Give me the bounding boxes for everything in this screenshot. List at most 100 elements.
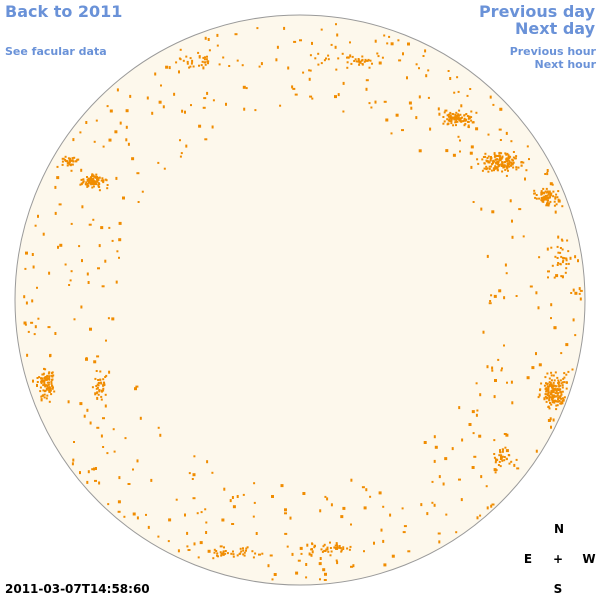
magnetic-feature-dot — [287, 66, 290, 70]
magnetic-feature-dot — [137, 201, 140, 203]
magnetic-feature-dot — [337, 93, 340, 97]
magnetic-feature-dot — [98, 186, 101, 188]
magnetic-feature-dot — [206, 55, 208, 58]
magnetic-feature-dot — [501, 367, 503, 370]
magnetic-feature-dot — [487, 133, 490, 136]
magnetic-feature-dot — [86, 184, 89, 187]
magnetic-feature-dot — [544, 393, 547, 396]
magnetic-feature-dot — [57, 245, 59, 249]
magnetic-feature-dot — [51, 375, 54, 378]
magnetic-feature-dot — [540, 382, 543, 385]
magnetic-feature-dot — [553, 379, 556, 382]
magnetic-feature-dot — [565, 267, 568, 270]
magnetic-feature-dot — [546, 172, 549, 176]
magnetic-feature-dot — [70, 222, 73, 225]
magnetic-feature-dot — [484, 155, 487, 158]
magnetic-feature-dot — [398, 59, 402, 62]
magnetic-feature-dot — [482, 156, 485, 158]
next-hour-link[interactable]: Next hour — [534, 58, 597, 71]
previous-hour-link[interactable]: Previous hour — [509, 45, 596, 58]
magnetic-feature-dot — [496, 458, 498, 461]
magnetic-feature-dot — [555, 408, 558, 411]
magnetic-feature-dot — [33, 333, 36, 336]
magnetic-feature-dot — [545, 390, 548, 393]
magnetic-feature-dot — [86, 179, 89, 182]
magnetic-feature-dot — [381, 56, 384, 59]
magnetic-feature-dot — [85, 121, 88, 124]
magnetic-feature-dot — [91, 468, 94, 471]
magnetic-feature-dot — [118, 256, 120, 259]
magnetic-feature-dot — [43, 396, 46, 399]
magnetic-feature-dot — [117, 510, 121, 513]
magnetic-feature-dot — [508, 165, 511, 168]
magnetic-feature-dot — [109, 109, 113, 113]
magnetic-feature-dot — [159, 433, 162, 437]
magnetic-feature-dot — [569, 256, 572, 260]
magnetic-feature-dot — [546, 169, 549, 172]
previous-day-link[interactable]: Previous day — [478, 2, 595, 21]
magnetic-feature-dot — [339, 547, 342, 550]
magnetic-feature-dot — [410, 106, 413, 110]
facular-data-link[interactable]: See facular data — [5, 45, 107, 58]
magnetic-feature-dot — [531, 366, 535, 370]
magnetic-feature-dot — [505, 449, 509, 453]
magnetic-feature-dot — [557, 251, 560, 254]
magnetic-feature-dot — [557, 396, 560, 399]
magnetic-feature-dot — [40, 395, 43, 398]
magnetic-feature-dot — [97, 381, 100, 384]
magnetic-feature-dot — [98, 481, 101, 485]
magnetic-feature-dot — [43, 377, 46, 380]
magnetic-feature-dot — [47, 383, 50, 386]
sun-disk — [14, 14, 586, 586]
magnetic-feature-dot — [102, 389, 105, 392]
magnetic-feature-dot — [565, 381, 568, 384]
magnetic-feature-dot — [39, 386, 42, 389]
magnetic-feature-dot — [220, 552, 223, 555]
magnetic-feature-dot — [218, 63, 221, 66]
magnetic-feature-dot — [547, 406, 550, 408]
magnetic-feature-dot — [505, 166, 508, 169]
magnetic-feature-dot — [118, 476, 121, 480]
magnetic-feature-dot — [81, 259, 83, 263]
magnetic-feature-dot — [204, 63, 207, 66]
magnetic-feature-dot — [449, 120, 452, 123]
magnetic-feature-dot — [549, 194, 552, 197]
magnetic-feature-dot — [385, 118, 389, 122]
magnetic-feature-dot — [351, 55, 354, 58]
magnetic-feature-dot — [334, 547, 337, 549]
magnetic-feature-dot — [497, 358, 500, 361]
magnetic-feature-dot — [471, 466, 475, 469]
magnetic-feature-dot — [564, 271, 567, 274]
magnetic-feature-dot — [496, 158, 499, 161]
magnetic-feature-dot — [560, 393, 563, 396]
magnetic-feature-dot — [89, 182, 92, 185]
magnetic-feature-dot — [308, 77, 311, 81]
magnetic-feature-dot — [557, 382, 560, 384]
magnetic-feature-dot — [179, 48, 182, 51]
magnetic-feature-dot — [547, 276, 549, 279]
magnetic-feature-dot — [222, 550, 225, 553]
magnetic-feature-dot — [224, 550, 227, 552]
magnetic-feature-dot — [507, 159, 510, 162]
magnetic-feature-dot — [222, 552, 224, 555]
magnetic-feature-dot — [454, 114, 457, 117]
magnetic-feature-dot — [515, 458, 518, 461]
magnetic-feature-dot — [390, 132, 393, 135]
magnetic-feature-dot — [349, 54, 352, 58]
magnetic-feature-dot — [550, 425, 552, 429]
magnetic-feature-dot — [433, 503, 436, 507]
magnetic-feature-dot — [330, 503, 333, 507]
magnetic-feature-dot — [498, 128, 502, 131]
magnetic-feature-dot — [382, 539, 385, 543]
magnetic-feature-dot — [557, 235, 560, 239]
back-to-year-link[interactable]: Back to 2011 — [5, 2, 123, 21]
magnetic-feature-dot — [198, 55, 201, 58]
magnetic-feature-dot — [548, 202, 551, 205]
magnetic-feature-dot — [558, 395, 561, 398]
magnetic-feature-dot — [470, 165, 473, 169]
next-day-link[interactable]: Next day — [515, 19, 595, 38]
magnetic-feature-dot — [555, 395, 558, 398]
magnetic-feature-dot — [261, 552, 264, 555]
magnetic-feature-dot — [163, 167, 166, 170]
